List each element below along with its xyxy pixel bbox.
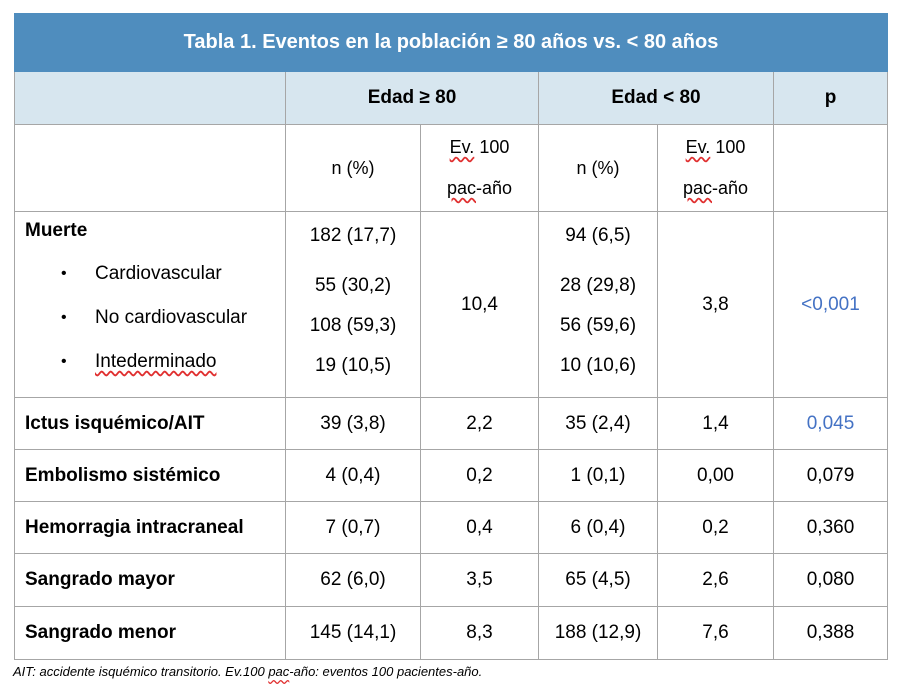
bullet-icon: • [61, 353, 67, 370]
bullet-icon: • [61, 309, 67, 326]
cell-ge80-ev: 0,4 [420, 501, 539, 554]
subheader-p-empty [773, 124, 888, 212]
ev-number: 100 [474, 137, 510, 157]
cell-p-value: 0,388 [773, 606, 888, 660]
cell-lt80-n: 1 (0,1) [538, 449, 658, 502]
subheader-n-pct-lt80: n (%) [538, 124, 658, 212]
muerte-sub-no-cardiovascular: No cardiovascular [95, 307, 248, 328]
ev-abbrev: Ev. [449, 137, 475, 157]
muerte-ge80-n: 182 (17,7) 55 (30,2) 108 (59,3) 19 (10,5… [285, 211, 421, 398]
cell-lt80-n: 6 (0,4) [538, 501, 658, 554]
cell-p-value: 0,080 [773, 553, 888, 607]
row-label: Ictus isquémico/AIT [14, 397, 286, 450]
ev-abbrev: Ev. [685, 137, 711, 157]
list-item: • Intederminado [25, 340, 279, 384]
cell-ge80-ev: 3,5 [420, 553, 539, 607]
cell-ge80-n: 4 (0,4) [285, 449, 421, 502]
subheader-empty [14, 124, 286, 212]
cell-lt80-n: 65 (4,5) [538, 553, 658, 607]
cell-value: 19 (10,5) [314, 355, 392, 376]
cell-value: 94 (6,5) [565, 225, 631, 246]
cell-lt80-ev: 1,4 [657, 397, 774, 450]
subheader-n-pct-ge80: n (%) [285, 124, 421, 212]
footnote-pac: pac [268, 664, 290, 679]
cell-p-value: 0,045 [773, 397, 888, 450]
cell-value: 182 (17,7) [309, 225, 397, 246]
table-row: Sangrado mayor 62 (6,0) 3,5 65 (4,5) 2,6… [14, 553, 888, 607]
table-title: Tabla 1. Eventos en la población ≥ 80 añ… [14, 13, 888, 72]
cell-ge80-ev: 0,2 [420, 449, 539, 502]
row-label-muerte: Muerte • Cardiovascular • No cardiovascula… [14, 211, 286, 398]
cell-ge80-ev: 2,2 [420, 397, 539, 450]
cell-p-value: 0,360 [773, 501, 888, 554]
footnote-text: AIT: accidente isquémico transitorio. Ev… [13, 664, 269, 679]
cell-lt80-ev: 0,2 [657, 501, 774, 554]
cell-lt80-ev: 2,6 [657, 553, 774, 607]
ano-suffix: -año [476, 178, 513, 198]
table-row: Embolismo sistémico 4 (0,4) 0,2 1 (0,1) … [14, 449, 888, 502]
cell-ge80-n: 62 (6,0) [285, 553, 421, 607]
footnote-text-end: -año: eventos 100 pacientes-año. [289, 664, 483, 679]
muerte-lt80-ev: 3,8 [657, 211, 774, 398]
cell-p-value: 0,079 [773, 449, 888, 502]
list-item: • No cardiovascular [25, 296, 279, 340]
table-row: Ictus isquémico/AIT 39 (3,8) 2,2 35 (2,4… [14, 397, 888, 450]
table-footnote: AIT: accidente isquémico transitorio. Ev… [13, 664, 482, 679]
muerte-sub-cardiovascular: Cardiovascular [95, 263, 222, 284]
muerte-label: Muerte [25, 220, 88, 241]
muerte-sub-intederminado: Intederminado [95, 351, 217, 372]
cell-value: 56 (59,6) [559, 315, 637, 336]
row-label: Embolismo sistémico [14, 449, 286, 502]
cell-ge80-n: 39 (3,8) [285, 397, 421, 450]
cell-ge80-n: 7 (0,7) [285, 501, 421, 554]
muerte-p-value: <0,001 [773, 211, 888, 398]
header-empty [14, 71, 286, 125]
ano-suffix: -año [712, 178, 749, 198]
header-age-lt80: Edad < 80 [538, 71, 774, 125]
table-row: Hemorragia intracraneal 7 (0,7) 0,4 6 (0… [14, 501, 888, 554]
cell-value: 28 (29,8) [559, 275, 637, 296]
subheader-ev-ge80: Ev. 100 pac-año [420, 124, 539, 212]
row-label: Hemorragia intracraneal [14, 501, 286, 554]
cell-lt80-ev: 7,6 [657, 606, 774, 660]
cell-ge80-ev: 8,3 [420, 606, 539, 660]
cell-value: 108 (59,3) [309, 315, 397, 336]
pac-abbrev: pac [446, 178, 476, 198]
events-table: Tabla 1. Eventos en la población ≥ 80 añ… [14, 13, 888, 660]
ev-number: 100 [710, 137, 746, 157]
muerte-lt80-n: 94 (6,5) 28 (29,8) 56 (59,6) 10 (10,6) [538, 211, 658, 398]
muerte-ge80-ev: 10,4 [420, 211, 539, 398]
cell-lt80-ev: 0,00 [657, 449, 774, 502]
cell-value: 10 (10,6) [559, 355, 637, 376]
header-p: p [773, 71, 888, 125]
cell-lt80-n: 35 (2,4) [538, 397, 658, 450]
table-row: Sangrado menor 145 (14,1) 8,3 188 (12,9)… [14, 606, 888, 660]
header-age-ge80: Edad ≥ 80 [285, 71, 539, 125]
bullet-icon: • [61, 265, 67, 282]
cell-value: 55 (30,2) [314, 275, 392, 296]
cell-ge80-n: 145 (14,1) [285, 606, 421, 660]
list-item: • Cardiovascular [25, 252, 279, 296]
subheader-ev-lt80: Ev. 100 pac-año [657, 124, 774, 212]
row-label: Sangrado menor [14, 606, 286, 660]
pac-abbrev: pac [682, 178, 712, 198]
cell-lt80-n: 188 (12,9) [538, 606, 658, 660]
row-label: Sangrado mayor [14, 553, 286, 607]
